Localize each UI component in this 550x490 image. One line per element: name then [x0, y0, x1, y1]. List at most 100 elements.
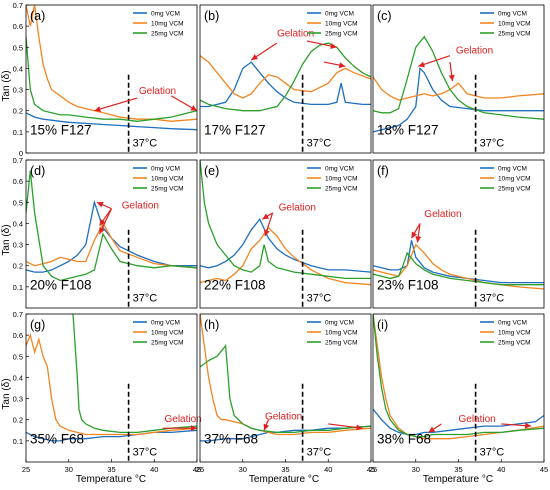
y-tick-label: 0.4 — [13, 64, 23, 73]
legend-label: 0mg VCM — [151, 11, 180, 18]
series-line — [200, 344, 371, 434]
y-axis-label: Tan (δ) — [1, 224, 12, 255]
series-line — [200, 42, 371, 112]
series-line — [373, 251, 544, 286]
annotation-text: Gelation — [265, 412, 302, 423]
series-line — [200, 226, 371, 286]
annotation-arrowhead — [99, 218, 106, 226]
panel-letter: (e) — [204, 164, 219, 178]
x-tick-label: 45 — [193, 465, 201, 474]
chart-panel: Gelation (e) 22% F108 37°C 0mg VCM 10mg VCM 25… — [199, 159, 372, 309]
annotation-arrowhead — [428, 426, 436, 433]
annotation-arrowhead — [94, 106, 102, 112]
annotation-arrowhead — [191, 425, 197, 432]
x-tick-label: 45 — [540, 465, 548, 474]
x-axis-label: Temperature °C — [423, 474, 493, 485]
legend-label: 0mg VCM — [498, 11, 527, 18]
y-tick-label: 0.5 — [13, 43, 23, 52]
axes-frame — [199, 4, 372, 154]
y-tick-label: 0.7 — [13, 1, 23, 10]
panel-letter: (d) — [30, 164, 45, 178]
panel-letter: (g) — [30, 318, 45, 332]
annotation-text: Gelation — [277, 29, 314, 40]
annotation-text: Gelation — [165, 414, 202, 425]
chart-panel: Gelation (h) 37% F68 37°C 0mg VCM 10mg VCM 25m… — [196, 313, 375, 474]
x-axis-label: Temperature °C — [76, 474, 146, 485]
y-tick-label: 0.1 — [13, 128, 23, 137]
annotation-arrowhead — [418, 61, 425, 68]
y-tick-label: 0.5 — [13, 352, 23, 361]
chart-panel: Gelation (b) 17% F127 37°C 0mg VCM 10mg VCM 25… — [199, 4, 372, 154]
legend-label: 10mg VCM — [151, 21, 184, 28]
chart-panel: Gelation (a) 15% F127 37°C 0mg VCM 10mg VCM 25… — [13, 1, 198, 158]
annotation-arrowhead — [330, 43, 337, 49]
annotation-arrowhead — [356, 424, 363, 431]
legend-label: 10mg VCM — [325, 21, 358, 28]
sample-label: 38% F68 — [377, 432, 431, 447]
annotation-text: Gelation — [139, 86, 176, 97]
legend-label: 0mg VCM — [151, 166, 180, 173]
annotation-arrowhead — [190, 105, 197, 111]
marker-label: 37°C — [480, 293, 505, 305]
sample-label: 18% F127 — [377, 123, 439, 138]
series-line — [373, 240, 544, 284]
legend-label: 0mg VCM — [325, 320, 354, 327]
legend-label: 0mg VCM — [325, 166, 354, 173]
x-tick-label: 35 — [281, 465, 289, 474]
series-line — [373, 35, 544, 120]
y-tick-label: 0.6 — [13, 22, 23, 31]
y-tick-label: 0.6 — [13, 177, 23, 186]
panel-letter: (b) — [204, 9, 219, 23]
annotation-arrowhead — [338, 62, 346, 69]
y-axis-label: Tan (δ) — [1, 378, 12, 409]
chart-panel: Gelation (d) 20% F108 37°C 0mg VCM 10mg VCM 25… — [13, 156, 198, 309]
sample-label: 15% F127 — [30, 123, 92, 138]
legend-label: 10mg VCM — [498, 176, 531, 183]
annotation-arrowhead — [262, 213, 270, 220]
panels-group: Gelation (a) 15% F127 37°C 0mg VCM 10mg VCM 25… — [13, 1, 549, 474]
marker-label: 37°C — [307, 447, 332, 459]
series-line — [373, 66, 544, 133]
sample-label: 17% F127 — [204, 123, 266, 138]
x-tick-label: 30 — [65, 465, 73, 474]
legend-label: 0mg VCM — [325, 11, 354, 18]
annotation-arrowhead — [448, 74, 455, 82]
y-tick-label: 0.3 — [13, 86, 23, 95]
legend-label: 10mg VCM — [151, 330, 184, 337]
x-tick-label: 25 — [196, 465, 204, 474]
series-line — [26, 170, 197, 282]
annotation-text: Gelation — [424, 209, 461, 220]
x-tick-label: 40 — [150, 465, 158, 474]
y-tick-label: 0.6 — [13, 331, 23, 340]
y-tick-label: 0.3 — [13, 395, 23, 404]
legend-label: 25mg VCM — [325, 31, 358, 38]
x-tick-label: 35 — [107, 465, 115, 474]
y-tick-label: 0.1 — [13, 283, 23, 292]
annotation-arrowhead — [99, 227, 105, 234]
legend-label: 0mg VCM — [498, 166, 527, 173]
axes-frame — [25, 4, 198, 154]
chart-panel: Gelation (g) 35% F68 37°C 0mg VCM 10mg VCM 25m… — [13, 310, 202, 474]
annotation-arrow — [94, 97, 138, 112]
x-axis-label: Temperature °C — [249, 474, 319, 485]
x-tick-label: 25 — [369, 465, 377, 474]
annotation-text: Gelation — [279, 203, 316, 214]
legend-label: 10mg VCM — [325, 330, 358, 337]
axes-frame — [372, 159, 545, 309]
panel-letter: (i) — [377, 318, 388, 332]
series-line — [373, 314, 544, 440]
x-tick-label: 25 — [22, 465, 30, 474]
legend-label: 25mg VCM — [151, 31, 184, 38]
legend-label: 10mg VCM — [498, 21, 531, 28]
axes-frame — [25, 159, 198, 309]
panel-letter: (c) — [377, 9, 392, 23]
series-line — [26, 5, 197, 122]
y-tick-label: 0.4 — [13, 373, 23, 382]
legend-label: 10mg VCM — [325, 176, 358, 183]
panel-letter: (h) — [204, 318, 219, 332]
y-tick-label: 0.2 — [13, 262, 23, 271]
series-line — [26, 222, 197, 269]
axes-frame — [199, 159, 372, 309]
series-line — [26, 333, 197, 436]
